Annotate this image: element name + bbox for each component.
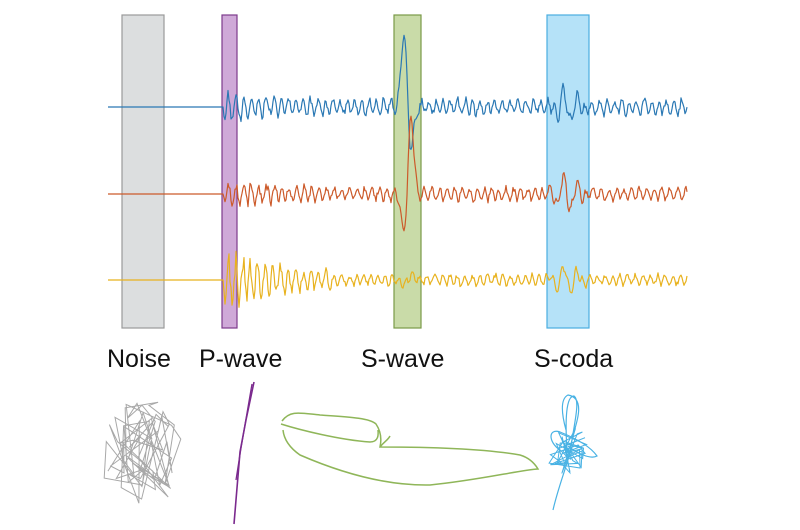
pwave-particle-motion-return	[235, 383, 253, 481]
swave-particle-motion	[280, 412, 540, 486]
label-noise: Noise	[107, 345, 171, 373]
noise-window	[121, 14, 165, 329]
seismogram-traces	[108, 34, 688, 308]
component-3-trace	[108, 250, 688, 308]
component-1-trace	[108, 34, 688, 150]
noise-particle-motion	[103, 401, 182, 504]
particle-motion-plots	[103, 381, 598, 525]
phase-windows	[121, 14, 590, 329]
pwave-particle-motion	[233, 381, 255, 525]
label-s-wave: S-wave	[361, 345, 445, 373]
label-s-coda: S-coda	[534, 345, 614, 373]
pwave-window	[221, 14, 238, 329]
label-p-wave: P-wave	[199, 345, 283, 373]
scoda-particle-motion-lobes	[550, 394, 598, 511]
component-2-trace	[108, 115, 688, 232]
